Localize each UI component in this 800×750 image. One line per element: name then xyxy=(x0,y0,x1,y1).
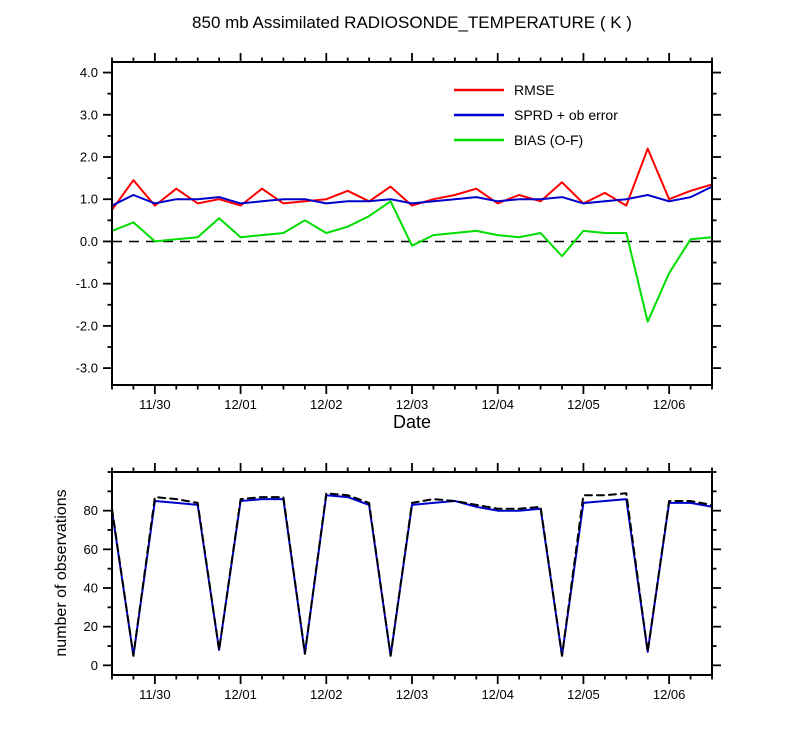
series-line xyxy=(112,185,712,207)
series-group xyxy=(112,492,712,657)
x-tick-label: 11/30 xyxy=(139,397,171,412)
y-tick-label: -1.0 xyxy=(76,276,98,291)
y-tick-label: 2.0 xyxy=(80,150,98,165)
y-tick-label: 40 xyxy=(84,581,98,596)
observation-count-chart: 11/30 12/01 12/02 12/03 12/04 12/05 12/06 0 20 40… xyxy=(84,463,721,702)
y-tick-label: 60 xyxy=(84,542,98,557)
chart-title: 850 mb Assimilated RADIOSONDE_TEMPERATUR… xyxy=(192,13,632,32)
x-tick-label: 12/06 xyxy=(653,397,686,412)
x-tick-label: 12/02 xyxy=(310,397,343,412)
y-tick-label: 1.0 xyxy=(80,192,98,207)
series-group xyxy=(112,147,712,323)
series-line xyxy=(112,200,712,323)
x-tick-label: 12/04 xyxy=(481,397,514,412)
x-axis-label: Date xyxy=(392,412,432,432)
series-line xyxy=(112,494,712,657)
legend-label: BIAS (O-F) xyxy=(514,132,583,148)
y-tick-label: 20 xyxy=(84,619,98,634)
axis-ticks xyxy=(103,463,721,684)
x-tick-label: 12/03 xyxy=(396,397,429,412)
series-line xyxy=(112,492,712,657)
x-tick-label: 12/05 xyxy=(567,687,600,702)
y-tick-label: 0 xyxy=(91,658,98,673)
y-tick-label: 3.0 xyxy=(80,107,98,122)
legend-label: SPRD + ob error xyxy=(514,107,618,123)
legend-label: RMSE xyxy=(514,82,554,98)
y-tick-label: 4.0 xyxy=(80,65,98,80)
axis-ticks xyxy=(103,53,721,394)
x-tick-label: 12/01 xyxy=(224,687,257,702)
y-tick-label: -2.0 xyxy=(76,318,98,333)
plot-frame xyxy=(111,61,713,386)
x-tick-label: 12/03 xyxy=(396,687,429,702)
x-tick-label: 11/30 xyxy=(139,687,171,702)
x-tick-label: 12/06 xyxy=(653,687,686,702)
y-axis-label: number of observations xyxy=(53,489,70,657)
series-line xyxy=(112,147,712,211)
temperature-stats-chart: 11/30 12/01 12/02 12/03 12/04 12/05 12/06 -3.0 -… xyxy=(76,53,721,412)
y-tick-label: 0.0 xyxy=(80,234,98,249)
x-tick-label: 12/05 xyxy=(567,397,600,412)
x-tick-label: 12/01 xyxy=(224,397,257,412)
y-tick-label: 80 xyxy=(84,503,98,518)
x-tick-label: 12/04 xyxy=(481,687,514,702)
y-tick-label: -3.0 xyxy=(76,361,98,376)
x-tick-label: 12/02 xyxy=(310,687,343,702)
